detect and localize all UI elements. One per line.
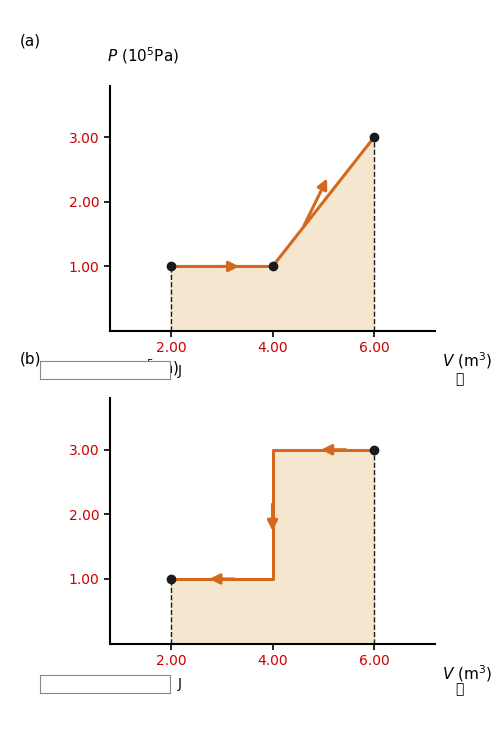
Text: ⓘ: ⓘ [455, 682, 464, 696]
Text: $V\ (\mathrm{m}^3)$: $V\ (\mathrm{m}^3)$ [442, 663, 492, 684]
Polygon shape [171, 137, 374, 331]
Text: $V\ (\mathrm{m}^3)$: $V\ (\mathrm{m}^3)$ [442, 350, 492, 371]
Text: (a): (a) [20, 33, 41, 48]
Polygon shape [171, 449, 374, 644]
Text: J: J [178, 364, 182, 377]
Text: (b): (b) [20, 351, 42, 366]
Text: J: J [178, 678, 182, 691]
Text: $P\ (10^5\mathrm{Pa})$: $P\ (10^5\mathrm{Pa})$ [107, 45, 179, 66]
Text: $P\ (10^5\mathrm{Pa})$: $P\ (10^5\mathrm{Pa})$ [107, 358, 179, 379]
Text: ⓘ: ⓘ [455, 372, 464, 386]
